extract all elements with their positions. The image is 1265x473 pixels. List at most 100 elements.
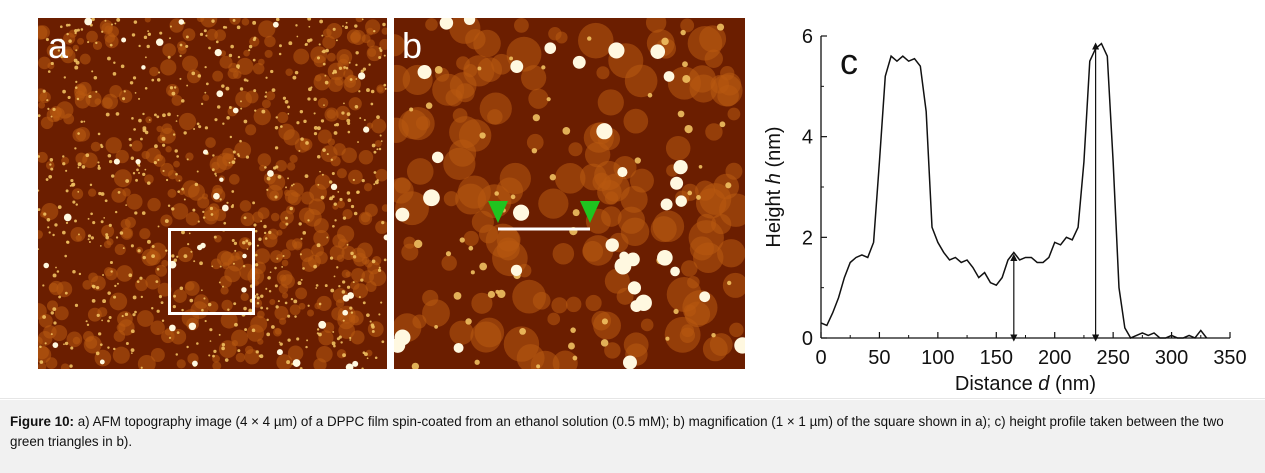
afm-particle (376, 148, 379, 151)
afm-domain (376, 84, 386, 94)
afm-particle (315, 284, 319, 287)
afm-particle (39, 360, 44, 364)
afm-particle (371, 143, 376, 148)
afm-particle (71, 182, 76, 187)
afm-particle (133, 20, 138, 24)
afm-particle (143, 35, 148, 40)
afm-particle (132, 313, 136, 317)
afm-particle (203, 297, 206, 300)
afm-particle-large (417, 65, 432, 80)
afm-particle (189, 298, 194, 303)
afm-particle (271, 88, 276, 92)
afm-domain (584, 141, 611, 168)
afm-particle (278, 52, 282, 56)
afm-particle (285, 216, 288, 220)
afm-domain (425, 18, 438, 31)
afm-particle (298, 222, 302, 226)
afm-particle (58, 295, 62, 299)
afm-particle (57, 205, 62, 209)
afm-domain (156, 125, 163, 133)
afm-particle (366, 357, 369, 360)
afm-domain (285, 68, 293, 77)
afm-particle (295, 24, 298, 27)
afm-domain (216, 152, 234, 171)
afm-particle (91, 18, 95, 22)
afm-particle (109, 260, 113, 265)
afm-domain (374, 140, 382, 148)
afm-particle (221, 346, 225, 351)
afm-domain (289, 154, 298, 163)
afm-domain (112, 346, 130, 364)
afm-particle (66, 32, 69, 36)
afm-particle (243, 78, 247, 82)
afm-particle (74, 86, 78, 89)
afm-particle (109, 43, 113, 47)
afm-particle (80, 28, 84, 31)
afm-particle (213, 349, 217, 354)
afm-particle (98, 332, 102, 336)
afm-domain (401, 243, 419, 261)
afm-particle-large (241, 287, 247, 293)
afm-particle-large (192, 360, 198, 367)
afm-particle (324, 80, 329, 85)
afm-particle (360, 69, 364, 73)
afm-particle-large (673, 160, 688, 175)
afm-domain (582, 240, 604, 262)
afm-particle-large (216, 90, 224, 98)
afm-domain (329, 245, 345, 261)
afm-particle (317, 183, 320, 186)
afm-domain (295, 287, 308, 300)
afm-domain (379, 38, 387, 50)
afm-particle (349, 78, 353, 81)
y-tick-label: 2 (802, 227, 813, 249)
panel-label-c: c (840, 41, 858, 82)
afm-domain (86, 30, 98, 43)
afm-domain (512, 279, 546, 314)
afm-domain (240, 292, 249, 302)
afm-domain (235, 352, 246, 363)
afm-particle (161, 136, 166, 141)
afm-domain (394, 177, 411, 194)
afm-domain (521, 65, 547, 91)
afm-domain (185, 152, 194, 161)
afm-particle (115, 112, 120, 116)
afm-domain (530, 350, 560, 369)
afm-domain (246, 324, 265, 342)
afm-domain (60, 363, 70, 369)
afm-particle (214, 118, 218, 122)
afm-particle (162, 169, 165, 173)
afm-domain (105, 137, 122, 154)
afm-particle (169, 37, 171, 40)
afm-domain (332, 203, 339, 210)
afm-domain (38, 362, 47, 369)
afm-particle (727, 280, 732, 286)
afm-particle (169, 86, 174, 90)
afm-particle (354, 24, 358, 28)
afm-particle (381, 221, 385, 225)
afm-particle (373, 30, 376, 33)
afm-domain (452, 108, 468, 123)
afm-domain (265, 91, 276, 101)
afm-particle (243, 216, 247, 220)
afm-domain (240, 212, 255, 227)
afm-particle (315, 287, 318, 289)
afm-particle (225, 86, 230, 91)
y-tick-label: 4 (802, 127, 813, 149)
afm-particle (381, 340, 385, 344)
afm-particle (211, 168, 215, 172)
afm-domain (139, 228, 151, 240)
afm-particle-large (622, 355, 637, 369)
afm-particle (169, 25, 172, 28)
afm-particle (186, 84, 189, 87)
afm-domain (269, 250, 283, 264)
afm-domain (688, 65, 716, 93)
afm-domain (104, 267, 114, 277)
afm-domain (252, 211, 264, 223)
afm-domain (514, 18, 529, 33)
afm-domain (336, 168, 347, 179)
afm-particle (240, 100, 242, 103)
afm-particle (209, 328, 213, 332)
afm-particle (132, 76, 137, 80)
afm-particle (465, 318, 472, 325)
afm-particle (211, 265, 214, 268)
